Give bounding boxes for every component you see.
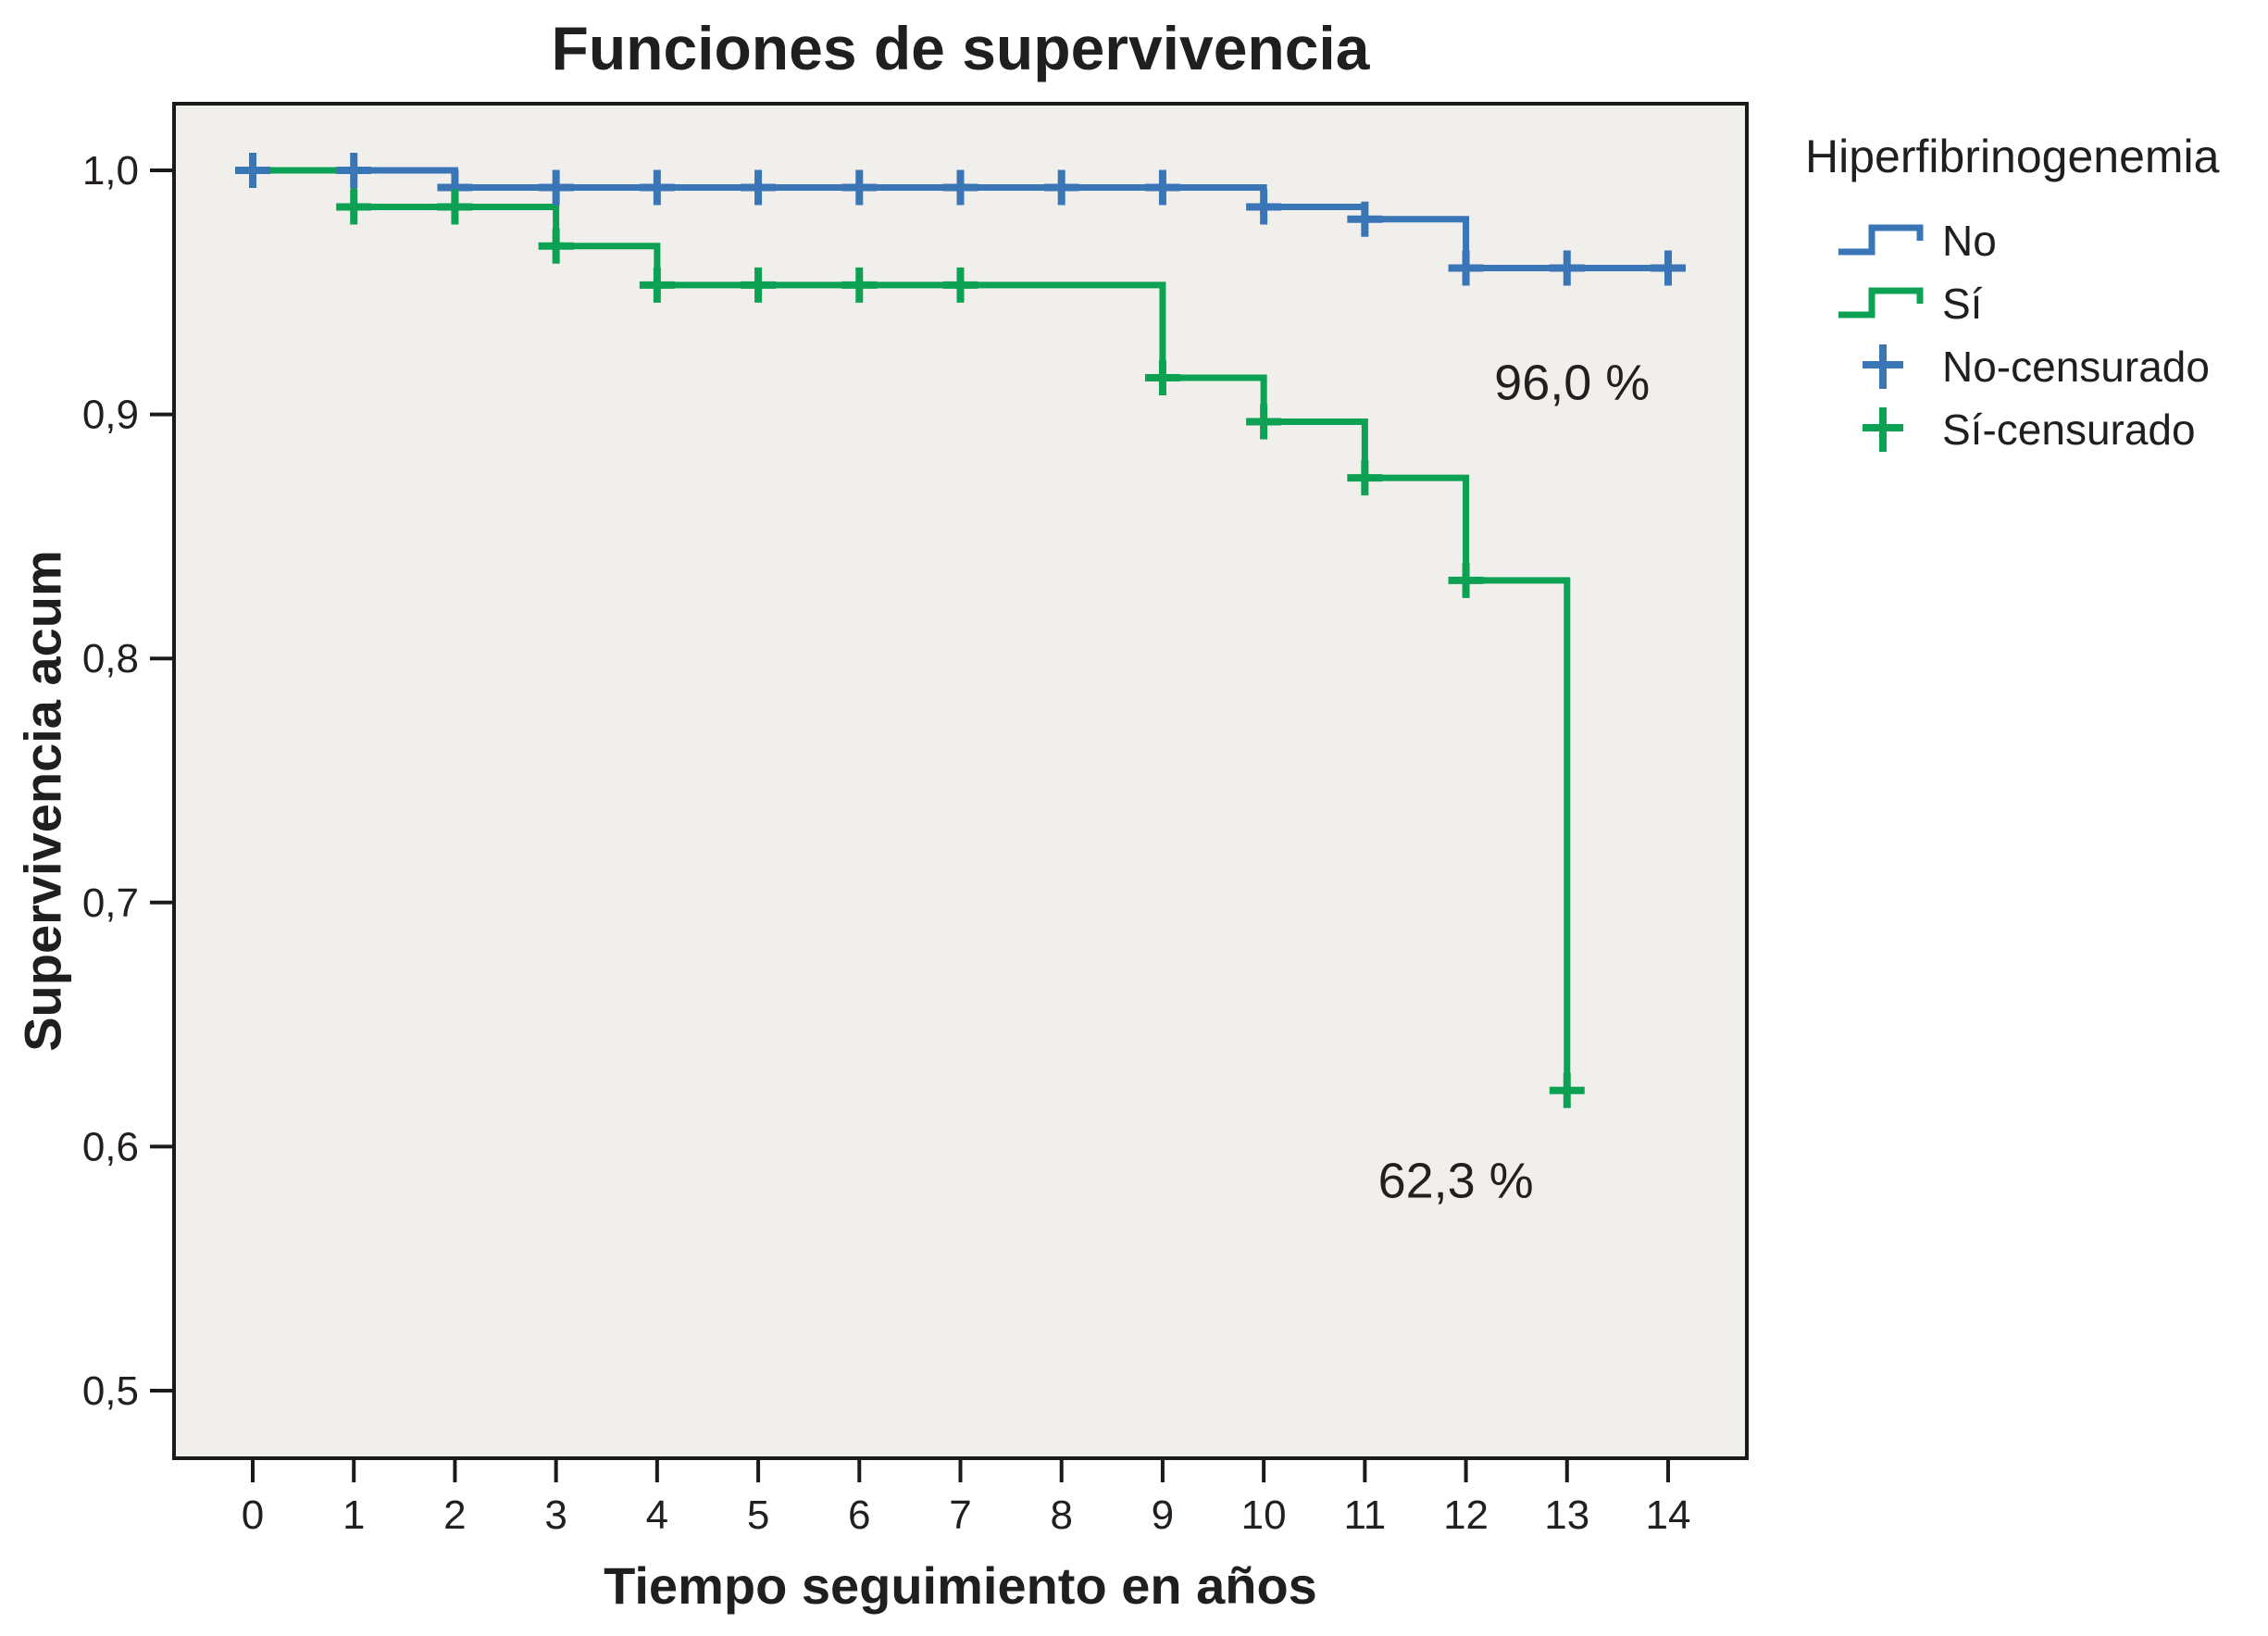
chart-title: Funciones de supervivencia [551, 14, 1370, 82]
x-tick-label: 3 [544, 1492, 567, 1538]
y-tick-label: 0,6 [82, 1124, 139, 1169]
x-axis-label: Tiempo seguimiento en años [604, 1556, 1317, 1615]
x-tick-label: 8 [1050, 1492, 1072, 1538]
survival-annotation: 62,3 % [1378, 1153, 1534, 1208]
x-tick-label: 10 [1241, 1492, 1287, 1538]
step-line-icon [1805, 272, 1942, 335]
x-tick-label: 5 [747, 1492, 769, 1538]
x-tick-label: 6 [848, 1492, 870, 1538]
legend-label: Sí [1942, 280, 1983, 328]
legend-label: No-censurado [1942, 343, 2210, 391]
x-tick-label: 9 [1152, 1492, 1174, 1538]
y-tick-label: 0,5 [82, 1368, 139, 1414]
legend-title: Hiperfibrinogenemia [1805, 131, 2220, 182]
y-tick-label: 0,9 [82, 393, 139, 438]
censor-plus-icon [1805, 335, 1942, 398]
legend-item-si-censored: Sí-censurado [1805, 398, 2219, 461]
y-tick-label: 0,7 [82, 880, 139, 926]
legend-item-si: No-censurado Sí [1805, 272, 2219, 335]
censor-plus-icon [1805, 398, 1942, 461]
plot-area [174, 104, 1747, 1458]
x-tick-label: 1 [343, 1492, 365, 1538]
y-axis-label: Supervivencia acum [13, 550, 72, 1052]
survival-annotation: 96,0 % [1494, 355, 1650, 410]
legend-label: No [1942, 217, 1997, 265]
x-tick-label: 4 [646, 1492, 668, 1538]
x-tick-label: 14 [1646, 1492, 1691, 1538]
x-tick-label: 7 [949, 1492, 971, 1538]
step-line-icon [1805, 209, 1942, 272]
legend-item-no: No [1805, 209, 2219, 272]
x-tick-label: 12 [1443, 1492, 1489, 1538]
x-tick-label: 2 [443, 1492, 466, 1538]
y-tick-label: 1,0 [82, 148, 139, 194]
x-tick-label: 13 [1544, 1492, 1589, 1538]
legend-label: Sí-censurado [1942, 406, 2196, 454]
x-tick-label: 0 [242, 1492, 264, 1538]
legend-item-no-censored: No-censurado [1805, 335, 2219, 398]
y-tick-label: 0,8 [82, 636, 139, 681]
legend: Hiperfibrinogenemia No No-censurado Sí [1805, 130, 2219, 461]
x-tick-label: 11 [1344, 1492, 1387, 1538]
